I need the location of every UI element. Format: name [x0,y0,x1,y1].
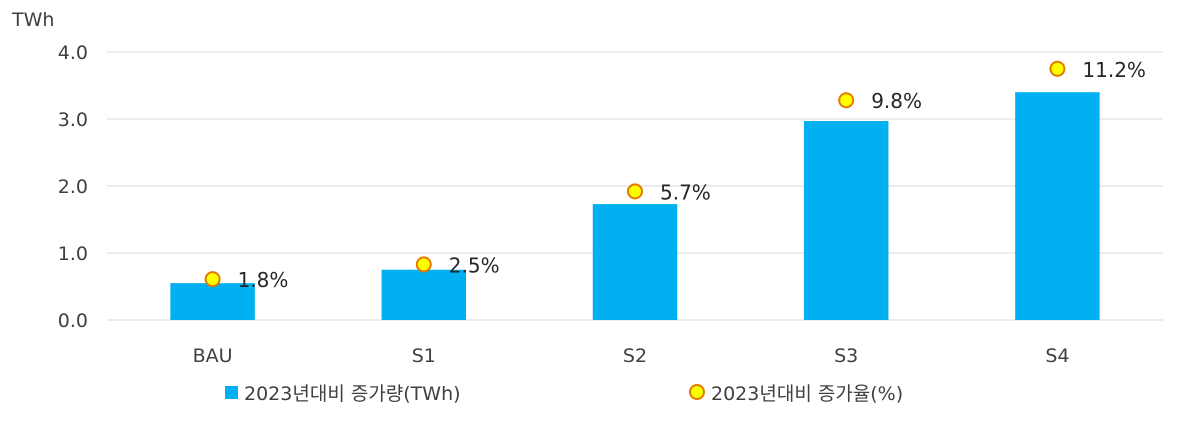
x-tick-label: BAU [193,345,233,367]
legend-bar-swatch [225,386,238,399]
y-tick-label: 2.0 [58,176,88,198]
rate-marker [627,183,643,200]
x-tick-label: S3 [834,345,858,367]
rate-marker [415,256,432,273]
x-tick-label: S4 [1045,345,1069,367]
y-tick-label: 1.0 [58,243,88,265]
rate-marker [838,92,855,109]
bar [803,121,889,320]
x-axis-ticks: BAU S1 S2 S3 S4 [193,345,1070,367]
rate-data-label: 11.2% [1082,58,1146,82]
legend: 2023년대비 증가량(TWh) 2023년대비 증가율(%) [225,383,903,405]
rate-data-label: 1.8% [238,268,289,292]
rate-data-label: 5.7% [660,180,711,204]
bar [381,269,467,320]
rate-marker [1049,60,1066,77]
rate-data-label: 9.8% [871,89,922,113]
y-tick-label: 4.0 [58,42,88,64]
y-axis-ticks: 0.0 1.0 2.0 3.0 4.0 [58,42,88,332]
y-tick-label: 0.0 [58,310,88,332]
x-tick-label: S2 [623,345,647,367]
bar [592,204,678,320]
legend-marker-label: 2023년대비 증가율(%) [711,383,903,405]
rate-markers: 1.8% 2.5% 5.7% 9.8% 11.2% [204,58,1146,292]
legend-bar-label: 2023년대비 증가량(TWh) [244,383,461,405]
y-axis-unit-label: TWh [11,9,54,31]
bar [1015,92,1100,320]
y-tick-label: 3.0 [58,109,88,131]
x-tick-label: S1 [412,345,436,367]
bars [170,92,1100,320]
legend-marker-swatch [689,384,705,400]
rate-data-label: 2.5% [449,253,500,277]
rate-marker [204,271,221,288]
bar [170,283,255,320]
